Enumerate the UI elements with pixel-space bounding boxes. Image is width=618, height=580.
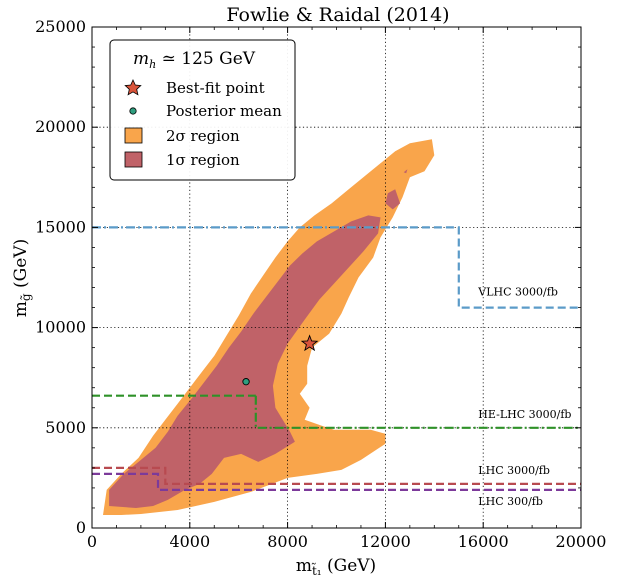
- legend-label-posterior-mean: Posterior mean: [166, 102, 282, 120]
- limit-lines: [92, 226, 581, 491]
- best-fit-point: [300, 334, 319, 352]
- legend-label-2sigma: 2σ region: [166, 127, 240, 145]
- annotation-lhc-300-fb: LHC 300/fb: [478, 495, 543, 508]
- annotation-vlhc-3000-fb: VLHC 3000/fb: [477, 286, 558, 299]
- limit-line-lhc-300-fb: [92, 472, 581, 491]
- annotations: VLHC 3000/fb HE-LHC 3000/fb LHC 3000/fb LHC…: [477, 286, 571, 508]
- legend-item-2sigma: 2σ region: [124, 127, 240, 145]
- x-tick-label: 16000: [458, 532, 509, 551]
- x-tick-label: 0: [87, 532, 97, 551]
- legend-box: [109, 39, 296, 181]
- y-axis-label: mg̃ (GeV): [11, 239, 33, 317]
- y-tick-label: 25000: [35, 17, 86, 36]
- region-1-region: [109, 215, 381, 508]
- legend-item-best-fit: Best-fit point: [124, 79, 265, 97]
- x-tick-label: 4000: [169, 532, 210, 551]
- limit-line-lhc-3000-fb: [92, 466, 581, 485]
- region-2-speck: [403, 169, 408, 174]
- x-tick-label: 12000: [360, 532, 411, 551]
- axis-ticks: 0 4000 8000 12000 16000 20000 0 5000 10000 15000 2…: [35, 17, 606, 551]
- y-tick-label: 20000: [35, 117, 86, 136]
- contour-regions: [103, 139, 435, 515]
- legend-item-1sigma: 1σ region: [124, 151, 240, 169]
- x-tick-label: 8000: [267, 532, 308, 551]
- annotation-lhc-3000-fb: LHC 3000/fb: [478, 464, 550, 477]
- limit-line-vlhc-3000-fb-part-2: [409, 226, 581, 309]
- legend-label-best-fit: Best-fit point: [166, 79, 265, 97]
- chart-title: Fowlie & Raidal (2014): [226, 4, 449, 26]
- legend-item-posterior-mean: Posterior mean: [129, 102, 282, 120]
- square-icon: [124, 127, 143, 144]
- y-tick-label: 0: [76, 518, 86, 537]
- x-axis-label: mt̃₁ (GeV): [296, 556, 376, 578]
- y-tick-label: 5000: [45, 418, 86, 437]
- star-icon: [124, 79, 142, 96]
- marker-points: [242, 334, 319, 386]
- y-tick-label: 15000: [35, 217, 86, 236]
- region-1-island: [385, 189, 401, 210]
- legend-title: mh ≃ 125 GeV: [133, 49, 256, 71]
- legend-label-1sigma: 1σ region: [166, 151, 240, 169]
- legend: mh ≃ 125 GeV Best-fit point Posterior me…: [109, 39, 296, 181]
- posterior-mean-point: [242, 378, 250, 386]
- square-icon: [124, 151, 143, 168]
- circle-icon: [129, 107, 137, 115]
- annotation-he-lhc-3000-fb: HE-LHC 3000/fb: [478, 408, 571, 421]
- y-tick-label: 10000: [35, 318, 86, 337]
- x-tick-label: 20000: [556, 532, 607, 551]
